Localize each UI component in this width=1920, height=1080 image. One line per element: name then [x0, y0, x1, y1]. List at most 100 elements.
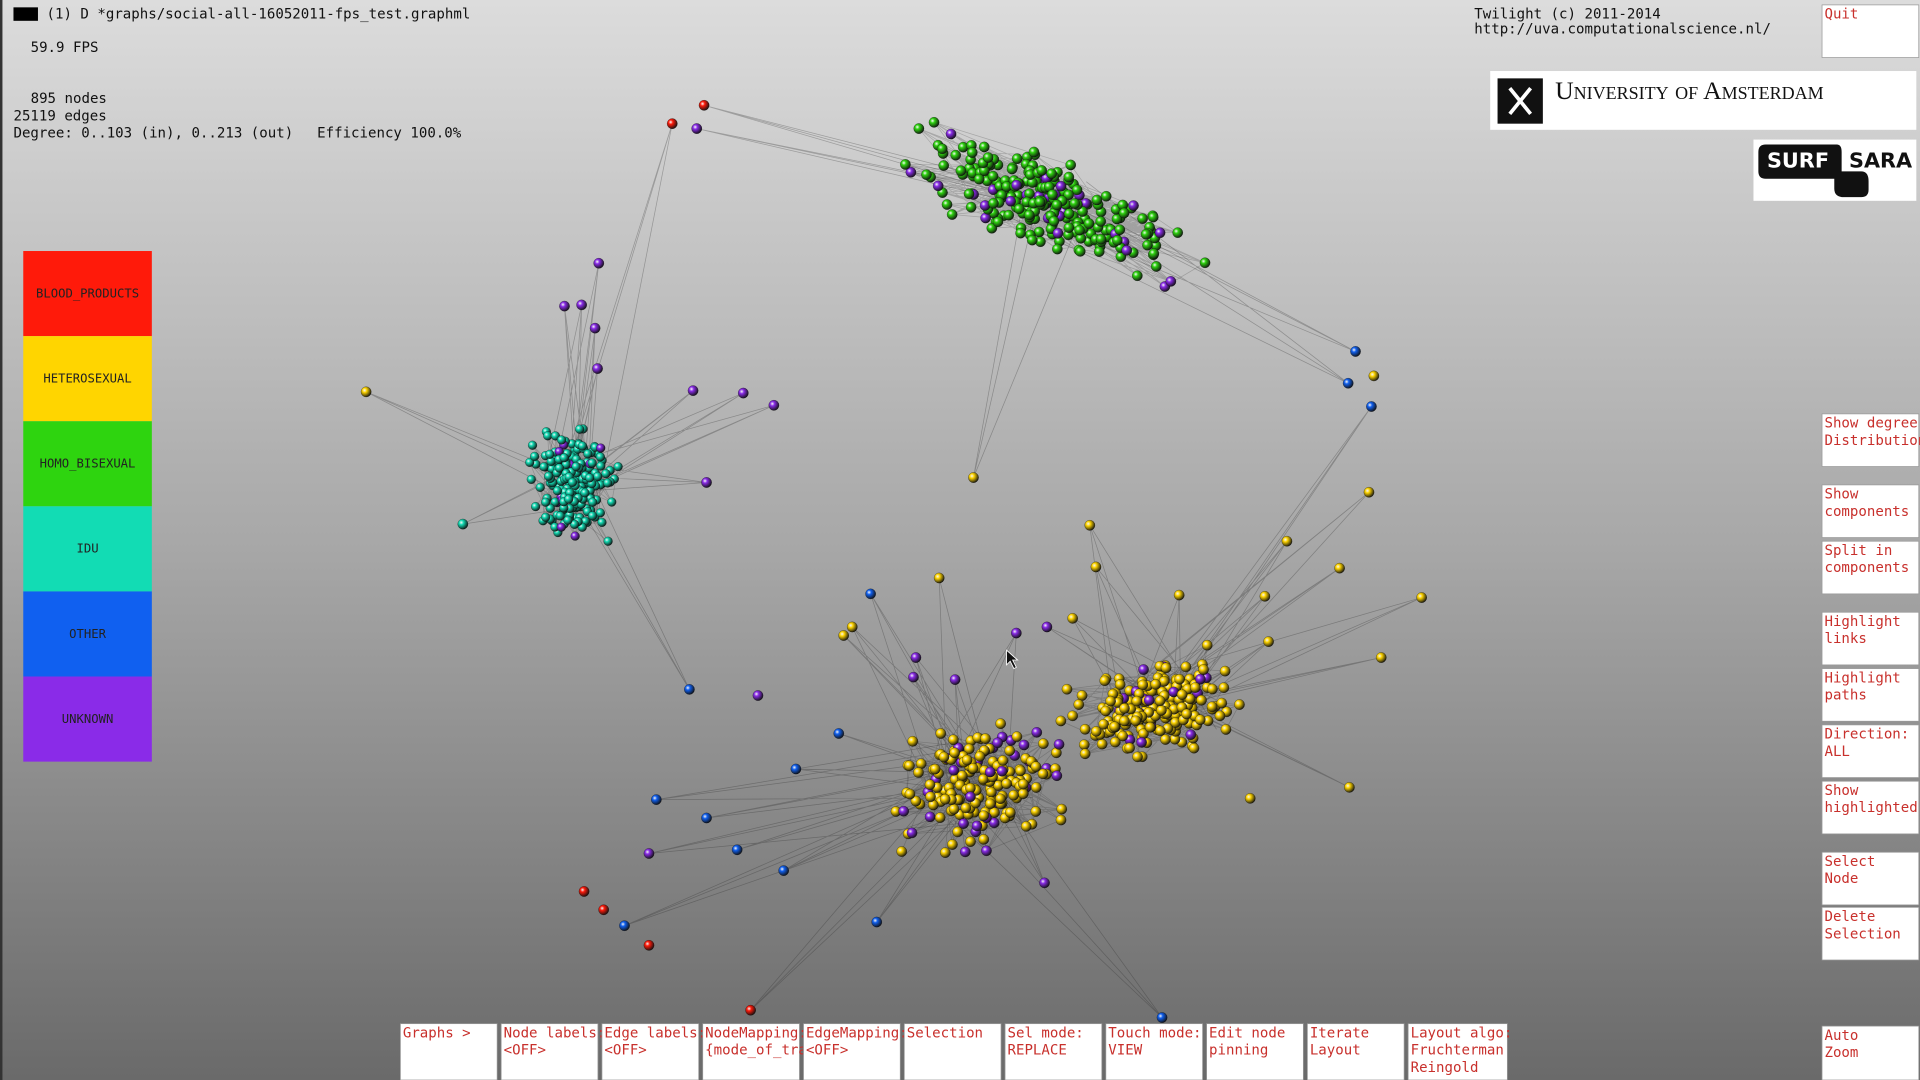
- graph-node[interactable]: [955, 165, 967, 177]
- graph-node[interactable]: [948, 764, 960, 776]
- graph-node[interactable]: [570, 531, 580, 541]
- button-box[interactable]: [1821, 780, 1920, 835]
- button-label[interactable]: Selection: [1824, 926, 1900, 942]
- button[interactable]: Quit: [1821, 4, 1920, 58]
- graph-node[interactable]: [1363, 486, 1375, 498]
- button-box[interactable]: [500, 1023, 599, 1080]
- button[interactable]: Edge labels: <OFF>: [601, 1023, 706, 1080]
- graph-node[interactable]: [1105, 695, 1116, 707]
- graph-node[interactable]: [938, 160, 950, 171]
- graph-node[interactable]: [1218, 682, 1230, 694]
- graph-node[interactable]: [988, 197, 999, 209]
- button-label[interactable]: Select: [1824, 854, 1875, 870]
- graph-node[interactable]: [896, 846, 908, 857]
- graph-node[interactable]: [1281, 535, 1293, 547]
- button-label[interactable]: EdgeMapping:: [806, 1025, 908, 1041]
- graph-node[interactable]: [1234, 699, 1245, 710]
- graph-node[interactable]: [967, 762, 979, 774]
- graph-node[interactable]: [1011, 731, 1023, 743]
- graph-node[interactable]: [595, 452, 606, 462]
- graph-node[interactable]: [1173, 589, 1185, 601]
- graph-node[interactable]: [1194, 714, 1206, 726]
- button-box[interactable]: [1004, 1023, 1103, 1080]
- graph-node[interactable]: [596, 461, 606, 471]
- graph-node[interactable]: [1006, 163, 1018, 175]
- graph-node[interactable]: [995, 793, 1006, 805]
- graph-node[interactable]: [921, 169, 932, 181]
- button-label[interactable]: Zoom: [1824, 1045, 1858, 1061]
- graph-node[interactable]: [1073, 699, 1085, 710]
- graph-node[interactable]: [1063, 171, 1075, 183]
- graph-node[interactable]: [701, 812, 712, 824]
- graph-node[interactable]: [947, 734, 959, 746]
- graph-node[interactable]: [1117, 730, 1129, 742]
- button[interactable]: Iterate Layout: [1307, 1023, 1405, 1080]
- graph-node[interactable]: [1020, 821, 1032, 832]
- graph-node[interactable]: [1214, 710, 1226, 722]
- graph-node[interactable]: [595, 508, 606, 518]
- graph-node[interactable]: [938, 751, 950, 763]
- graph-node[interactable]: [971, 820, 983, 832]
- button-label[interactable]: Selection: [907, 1025, 983, 1041]
- graph-node[interactable]: [1071, 184, 1083, 196]
- graph-node[interactable]: [559, 300, 570, 312]
- graph-node[interactable]: [907, 735, 919, 747]
- graph-node[interactable]: [1199, 257, 1211, 269]
- graph-node[interactable]: [587, 497, 598, 507]
- button-label[interactable]: Layout: [1310, 1043, 1361, 1059]
- graph-node[interactable]: [556, 435, 567, 445]
- graph-node[interactable]: [596, 443, 606, 453]
- graph-node[interactable]: [1090, 561, 1102, 573]
- graph-node[interactable]: [1084, 519, 1096, 531]
- graph-node[interactable]: [1154, 725, 1166, 737]
- graph-node[interactable]: [607, 497, 617, 507]
- graph-node[interactable]: [1154, 695, 1166, 707]
- graph-node[interactable]: [587, 458, 597, 468]
- graph-node[interactable]: [941, 199, 953, 210]
- graph-node[interactable]: [571, 461, 581, 472]
- graph-node[interactable]: [752, 690, 764, 701]
- graph-node[interactable]: [1017, 778, 1029, 790]
- graph-node[interactable]: [833, 728, 845, 739]
- graph-node[interactable]: [602, 478, 613, 488]
- graph-node[interactable]: [981, 845, 992, 857]
- button-label[interactable]: Distribution: [1824, 433, 1920, 449]
- graph-node[interactable]: [1156, 704, 1167, 716]
- graph-node[interactable]: [1065, 159, 1077, 171]
- graph-node[interactable]: [1344, 781, 1355, 793]
- button-label[interactable]: Sel mode:: [1008, 1025, 1084, 1041]
- graph-node[interactable]: [939, 847, 951, 858]
- graph-node[interactable]: [1017, 788, 1029, 800]
- graph-node[interactable]: [1114, 224, 1126, 236]
- graph-node[interactable]: [583, 449, 593, 459]
- graph-node[interactable]: [1074, 224, 1085, 236]
- button-label[interactable]: Fruchterman: [1411, 1043, 1504, 1059]
- graph-node[interactable]: [1111, 234, 1123, 246]
- graph-node[interactable]: [1180, 661, 1192, 673]
- graph-node[interactable]: [768, 399, 780, 411]
- graph-node[interactable]: [592, 363, 603, 374]
- graph-node[interactable]: [552, 486, 563, 496]
- graph-node[interactable]: [1083, 218, 1095, 229]
- graph-node[interactable]: [968, 472, 979, 483]
- button-box[interactable]: [601, 1023, 700, 1080]
- graph-node[interactable]: [908, 671, 919, 683]
- button-label[interactable]: pinning: [1209, 1043, 1268, 1059]
- graph-node[interactable]: [913, 123, 925, 134]
- graph-node[interactable]: [978, 810, 990, 822]
- button-label[interactable]: Edit node: [1209, 1025, 1285, 1041]
- graph-node[interactable]: [1048, 215, 1060, 227]
- graph-node[interactable]: [1259, 590, 1271, 602]
- graph-node[interactable]: [601, 468, 611, 479]
- button-label[interactable]: Quit: [1824, 7, 1858, 23]
- graph-node[interactable]: [871, 916, 883, 928]
- graph-node[interactable]: [982, 152, 994, 163]
- graph-node[interactable]: [947, 839, 958, 850]
- graph-node[interactable]: [924, 779, 936, 791]
- graph-node[interactable]: [1176, 689, 1188, 701]
- graph-node[interactable]: [1046, 168, 1057, 180]
- graph-node[interactable]: [1091, 194, 1103, 206]
- graph-node[interactable]: [946, 209, 958, 220]
- graph-node[interactable]: [1030, 806, 1042, 817]
